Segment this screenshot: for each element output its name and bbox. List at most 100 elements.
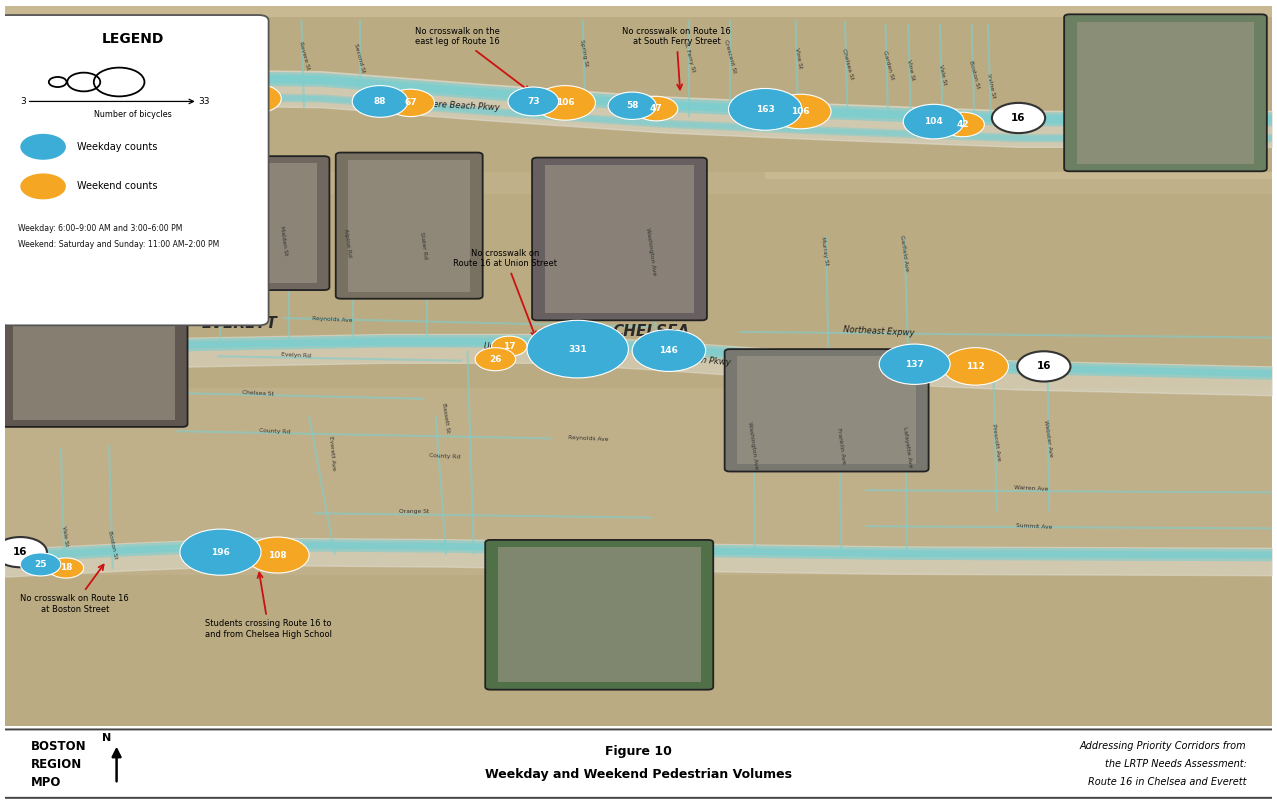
Text: No crosswalk on
Route 16 at Union Street: No crosswalk on Route 16 at Union Street (453, 249, 558, 337)
Bar (765, 172, 1272, 179)
Text: County Rd: County Rd (429, 453, 461, 460)
Circle shape (992, 103, 1045, 133)
Text: 58: 58 (626, 102, 638, 110)
Text: 73: 73 (527, 97, 540, 106)
Text: Figure 10: Figure 10 (605, 745, 672, 758)
Text: Webster Ave: Webster Ave (1042, 419, 1052, 458)
Text: Irvine St: Irvine St (986, 73, 996, 98)
Text: Lafayette Ave: Lafayette Ave (902, 426, 912, 468)
Text: 18: 18 (60, 563, 73, 573)
Text: Revere Beach Pkwy: Revere Beach Pkwy (106, 98, 189, 119)
Text: No crosswalk on the
east leg of Route 16: No crosswalk on the east leg of Route 16 (415, 27, 530, 91)
Text: Malden St: Malden St (280, 225, 289, 256)
Text: No crosswalk on Route 16
at Boston Street: No crosswalk on Route 16 at Boston Stree… (20, 565, 129, 614)
Text: Garfield Ave: Garfield Ave (899, 234, 909, 271)
Text: Franklin Ave: Franklin Ave (836, 427, 847, 464)
Text: Reynolds Ave: Reynolds Ave (567, 435, 608, 442)
Circle shape (527, 320, 628, 378)
Text: 3: 3 (20, 97, 26, 106)
Text: 67: 67 (404, 98, 416, 107)
Text: Weekday and Weekend Pedestrian Volumes: Weekday and Weekend Pedestrian Volumes (485, 768, 792, 782)
Text: 88: 88 (374, 97, 387, 106)
Text: 190: 190 (200, 92, 220, 101)
FancyBboxPatch shape (0, 730, 1277, 798)
Text: Prescott Ave: Prescott Ave (991, 423, 1001, 461)
Text: 106: 106 (792, 107, 810, 116)
Circle shape (492, 336, 527, 356)
Text: Slater Rd: Slater Rd (419, 231, 428, 259)
Text: 17: 17 (503, 342, 516, 350)
Bar (349, 160, 470, 291)
Circle shape (231, 84, 281, 113)
Circle shape (903, 104, 964, 139)
Text: S. Ferry St: S. Ferry St (683, 42, 696, 72)
Text: Weekday: 6:00–9:00 AM and 3:00–6:00 PM: Weekday: 6:00–9:00 AM and 3:00–6:00 PM (18, 224, 183, 233)
Text: Everett Ave: Everett Ave (328, 435, 336, 470)
FancyBboxPatch shape (0, 300, 188, 427)
Circle shape (535, 86, 595, 120)
Text: Broadway: Broadway (63, 90, 92, 95)
Text: REGION: REGION (31, 758, 82, 770)
Circle shape (879, 344, 950, 385)
Text: BOSTON: BOSTON (31, 739, 86, 753)
Circle shape (728, 89, 802, 130)
Text: Alpine Rd: Alpine Rd (342, 228, 351, 258)
Text: Garden St: Garden St (881, 50, 894, 81)
Text: 108: 108 (268, 550, 287, 559)
Text: Weekend counts: Weekend counts (78, 182, 158, 191)
Circle shape (352, 86, 407, 118)
FancyBboxPatch shape (203, 156, 329, 290)
Circle shape (20, 174, 66, 199)
FancyBboxPatch shape (485, 540, 714, 690)
Text: EVERETT: EVERETT (202, 316, 277, 330)
Text: 146: 146 (659, 346, 678, 355)
Text: Revere Beach Pkwy: Revere Beach Pkwy (36, 75, 97, 93)
Circle shape (475, 348, 516, 370)
Text: Murray St: Murray St (820, 237, 829, 266)
Text: Union St: Union St (241, 274, 267, 279)
Bar (5, 194, 1272, 388)
Text: 196: 196 (211, 548, 230, 557)
Circle shape (180, 529, 261, 575)
Polygon shape (0, 48, 117, 127)
Circle shape (0, 537, 47, 567)
Circle shape (83, 68, 135, 98)
Text: N: N (102, 733, 111, 743)
Bar (498, 547, 701, 682)
Bar (5, 6, 1272, 17)
Text: Evelyn Rd: Evelyn Rd (281, 352, 312, 359)
Bar (5, 18, 1272, 172)
Text: Route 16 in Chelsea and Everett: Route 16 in Chelsea and Everett (1088, 777, 1246, 787)
Text: 16: 16 (13, 547, 28, 557)
Circle shape (635, 96, 678, 121)
Text: Orange St: Orange St (400, 510, 429, 514)
Text: MPO: MPO (31, 775, 61, 789)
Text: County Rd: County Rd (259, 428, 291, 434)
Text: 16: 16 (102, 78, 116, 89)
Text: Weekday counts: Weekday counts (78, 142, 157, 152)
Circle shape (770, 94, 831, 129)
Text: 112: 112 (967, 362, 985, 371)
Text: Union St: Union St (484, 342, 517, 350)
Circle shape (170, 74, 250, 119)
Bar (13, 307, 175, 420)
FancyBboxPatch shape (724, 349, 928, 471)
Text: Reynolds Ave: Reynolds Ave (312, 316, 352, 323)
Text: Revere Beach Pkwy: Revere Beach Pkwy (418, 99, 501, 113)
Text: Francis St: Francis St (216, 222, 225, 252)
Text: Chelsea St: Chelsea St (842, 48, 854, 80)
Text: 25: 25 (34, 560, 47, 569)
Text: 106: 106 (555, 98, 575, 107)
Circle shape (387, 90, 434, 117)
Circle shape (632, 330, 706, 371)
Circle shape (49, 558, 84, 578)
Text: Washington Ave: Washington Ave (747, 422, 759, 470)
Text: 26: 26 (489, 354, 502, 364)
Text: 33: 33 (198, 97, 209, 106)
Text: Warren Ave: Warren Ave (1014, 486, 1048, 492)
Circle shape (1018, 351, 1070, 382)
Text: Boston St: Boston St (968, 60, 981, 90)
Bar (545, 165, 695, 313)
Text: Vine St: Vine St (907, 59, 916, 81)
Text: Number of bicycles: Number of bicycles (94, 110, 172, 119)
